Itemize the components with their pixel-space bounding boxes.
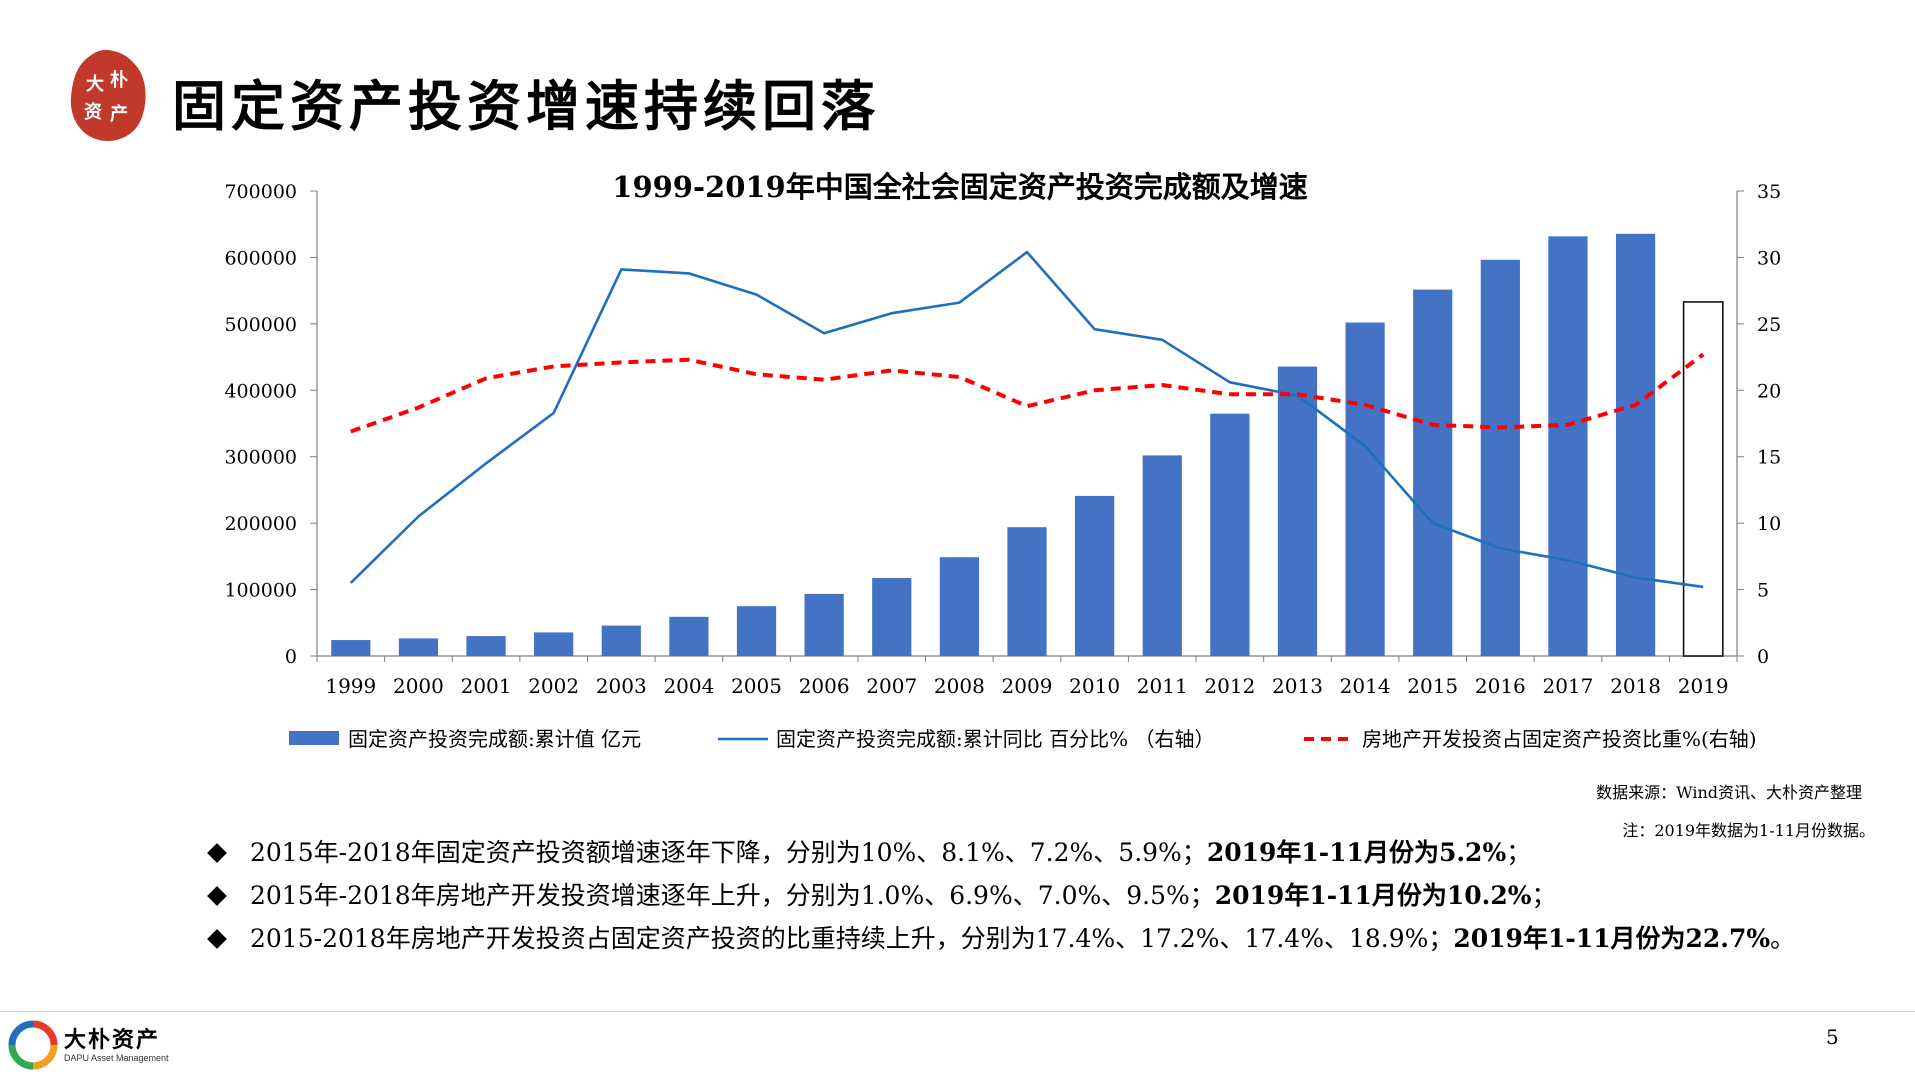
x-tick-label: 2005 bbox=[731, 674, 782, 698]
bar bbox=[398, 638, 439, 656]
y-tick-label-right: 30 bbox=[1757, 247, 1781, 269]
bar bbox=[1210, 413, 1250, 656]
data-note: 注：2019年数据为1-11月份数据。 bbox=[1622, 821, 1875, 840]
brand-name-en: DAPU Asset Management bbox=[64, 1053, 169, 1063]
bar bbox=[1075, 495, 1115, 656]
x-tick-label: 2004 bbox=[663, 674, 714, 698]
x-tick-label: 2009 bbox=[1002, 674, 1053, 698]
bullet-item: 2015年-2018年房地产开发投资增速逐年上升，分别为1.0%、6.9%、7.… bbox=[206, 876, 1557, 916]
legend-label: 固定资产投资完成额:累计同比 百分比% （右轴） bbox=[776, 727, 1214, 751]
bullet-text: 2015年-2018年房地产开发投资增速逐年上升，分别为1.0%、6.9%、7.… bbox=[250, 881, 1215, 910]
x-tick-label: 2006 bbox=[799, 674, 850, 698]
x-tick-label: 2008 bbox=[934, 674, 985, 698]
y-tick-label-right: 0 bbox=[1757, 646, 1769, 668]
bar bbox=[601, 625, 641, 656]
bar bbox=[1682, 301, 1724, 657]
x-tick-label: 2003 bbox=[596, 674, 647, 698]
bar bbox=[1277, 366, 1318, 656]
x-tick-label: 2018 bbox=[1610, 674, 1661, 698]
y-tick-label-left: 100000 bbox=[224, 580, 297, 602]
y-tick-label-left: 300000 bbox=[224, 447, 297, 469]
chart-legend: 固定资产投资完成额:累计值 亿元 固定资产投资完成额:累计同比 百分比% （右轴）… bbox=[289, 727, 1757, 751]
seal-char-2: 朴 bbox=[110, 69, 128, 91]
y-tick-label-left: 700000 bbox=[224, 181, 297, 203]
y-tick-label-right: 5 bbox=[1757, 580, 1769, 602]
bullet-tail: 。 bbox=[1770, 924, 1796, 953]
x-tick-label: 2012 bbox=[1204, 674, 1255, 698]
bar bbox=[939, 557, 979, 656]
bullet-highlight: 2019年1-11月份为22.7% bbox=[1453, 924, 1771, 953]
footer-logo: 大朴资产 DAPU Asset Management bbox=[8, 1016, 188, 1072]
bar bbox=[872, 577, 912, 656]
y-tick-label-left: 400000 bbox=[224, 380, 297, 402]
chart-title: 1999-2019年中国全社会固定资产投资完成额及增速 bbox=[612, 170, 1307, 204]
bar bbox=[804, 593, 844, 656]
y-tick-label-right: 35 bbox=[1757, 181, 1781, 203]
y-tick-label-right: 20 bbox=[1757, 380, 1781, 402]
bar bbox=[1345, 322, 1385, 656]
bar bbox=[1615, 233, 1656, 656]
x-tick-label: 2014 bbox=[1340, 674, 1391, 698]
bar bbox=[331, 640, 371, 656]
y-tick-label-left: 0 bbox=[285, 646, 297, 668]
line-series bbox=[349, 250, 1705, 589]
y-tick-label-right: 25 bbox=[1757, 314, 1781, 336]
seal-char-3: 资 bbox=[84, 101, 102, 123]
y-tick-label-left: 600000 bbox=[224, 247, 297, 269]
bar bbox=[1007, 527, 1047, 656]
bullet-tail: ； bbox=[1506, 838, 1532, 867]
bar bbox=[736, 606, 777, 656]
bullet-highlight: 2019年1-11月份为5.2% bbox=[1206, 838, 1507, 867]
bullet-tail: ； bbox=[1531, 881, 1557, 910]
x-tick-label: 2002 bbox=[528, 674, 579, 698]
x-tick-label: 2016 bbox=[1475, 674, 1526, 698]
y-tick-label-right: 15 bbox=[1757, 447, 1781, 469]
bullet-text: 2015-2018年房地产开发投资占固定资产投资的比重持续上升，分别为17.4%… bbox=[250, 924, 1454, 953]
page-title: 固定资产投资增速持续回落 bbox=[172, 75, 880, 138]
bar bbox=[1413, 289, 1453, 656]
x-tick-label: 1999 bbox=[325, 674, 376, 698]
x-tick-label: 2010 bbox=[1069, 674, 1120, 698]
bullet-item: 2015-2018年房地产开发投资占固定资产投资的比重持续上升，分别为17.4%… bbox=[206, 919, 1795, 959]
bullet-highlight: 2019年1-11月份为10.2% bbox=[1214, 881, 1532, 910]
page-number: 5 bbox=[1826, 1025, 1839, 1049]
x-tick-label: 2013 bbox=[1272, 674, 1323, 698]
diamond-bullet-icon bbox=[207, 929, 227, 949]
bar bbox=[534, 632, 574, 656]
bullet-text: 2015年-2018年固定资产投资额增速逐年下降，分别为10%、8.1%、7.2… bbox=[250, 838, 1207, 867]
brand-name: 大朴资产 bbox=[64, 1028, 161, 1053]
legend-label: 房地产开发投资占固定资产投资比重%(右轴) bbox=[1362, 727, 1757, 751]
x-tick-label: 2017 bbox=[1542, 674, 1593, 698]
bar bbox=[466, 636, 506, 656]
x-tick-label: 2007 bbox=[866, 674, 917, 698]
company-seal-logo: 大 朴 资 产 bbox=[70, 49, 146, 142]
x-tick-label: 2019 bbox=[1678, 674, 1729, 698]
bullet-item: 2015年-2018年固定资产投资额增速逐年下降，分别为10%、8.1%、7.2… bbox=[206, 833, 1531, 873]
chart-axes: 0 100000 200000 300000 400000 500000 600000 700… bbox=[224, 181, 1781, 698]
bar bbox=[1548, 236, 1588, 656]
bar bbox=[1142, 455, 1182, 656]
footer-divider bbox=[0, 1011, 1915, 1012]
bar bbox=[1480, 259, 1520, 656]
y-tick-label-left: 200000 bbox=[224, 513, 297, 535]
x-tick-label: 2001 bbox=[461, 674, 512, 698]
bar-series bbox=[331, 233, 1724, 657]
x-tick-label: 2015 bbox=[1407, 674, 1458, 698]
bar bbox=[669, 616, 709, 656]
x-tick-label: 2000 bbox=[393, 674, 444, 698]
y-tick-label-right: 10 bbox=[1757, 513, 1781, 535]
brand-ring-icon bbox=[8, 1020, 58, 1070]
diamond-bullet-icon bbox=[207, 886, 227, 906]
seal-char-4: 产 bbox=[110, 103, 128, 125]
y-tick-label-left: 500000 bbox=[224, 314, 297, 336]
x-tick-label: 2011 bbox=[1137, 674, 1188, 698]
diamond-bullet-icon bbox=[207, 843, 227, 863]
legend-label: 固定资产投资完成额:累计值 亿元 bbox=[348, 727, 641, 751]
legend-swatch-bar bbox=[289, 731, 339, 745]
source-note: 数据来源：Wind资讯、大朴资产整理 bbox=[1596, 783, 1862, 802]
seal-char-1: 大 bbox=[86, 73, 104, 95]
